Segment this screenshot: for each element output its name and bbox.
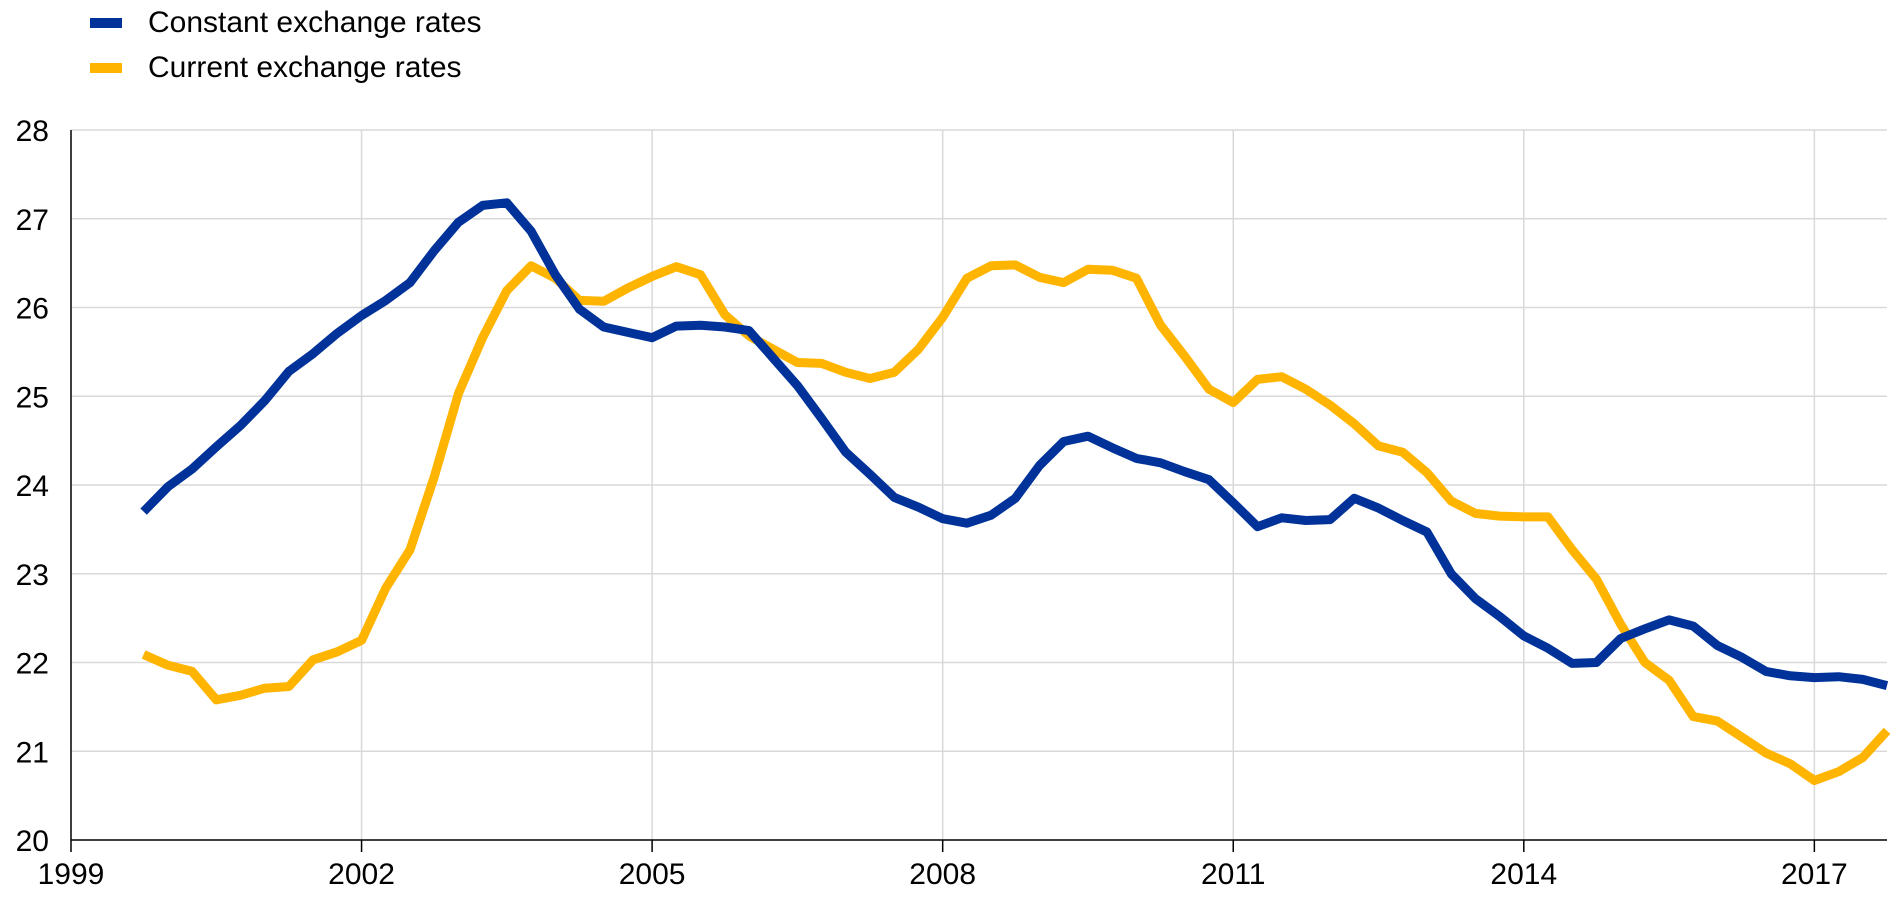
y-tick-label: 24 — [16, 470, 49, 503]
legend-swatch-current — [90, 62, 122, 73]
x-tick-label: 2005 — [619, 858, 686, 891]
legend-swatch-constant — [90, 17, 122, 28]
y-tick-label: 22 — [16, 648, 49, 681]
x-tick-label: 2008 — [909, 858, 976, 891]
y-tick-label: 26 — [16, 293, 49, 326]
y-tick-label: 27 — [16, 204, 49, 237]
y-tick-label: 23 — [16, 559, 49, 592]
x-tick-label: 2017 — [1781, 858, 1848, 891]
x-tick-label: 2011 — [1201, 858, 1266, 891]
y-tick-label: 20 — [16, 825, 49, 858]
legend-item-current: Current exchange rates — [90, 45, 482, 90]
x-tick-label: 1999 — [38, 858, 105, 891]
series-line-current — [141, 260, 1890, 785]
axes — [70, 130, 1887, 852]
series-lines — [140, 198, 1890, 785]
x-tick-label: 2014 — [1490, 858, 1557, 891]
series-line-constant — [140, 198, 1889, 690]
legend-label-current: Current exchange rates — [148, 50, 462, 84]
legend-item-constant: Constant exchange rates — [90, 0, 482, 45]
legend-label-constant: Constant exchange rates — [148, 5, 482, 39]
legend: Constant exchange rates Current exchange… — [90, 0, 482, 90]
grid-lines — [71, 129, 1887, 840]
y-tick-label: 28 — [16, 115, 49, 148]
tick-labels: 20 21 22 23 24 25 26 27 28 1999 2002 2005 2008 2011 20… — [16, 115, 1848, 891]
y-tick-label: 21 — [16, 736, 49, 769]
y-tick-label: 25 — [16, 381, 49, 414]
x-tick-label: 2002 — [328, 858, 395, 891]
